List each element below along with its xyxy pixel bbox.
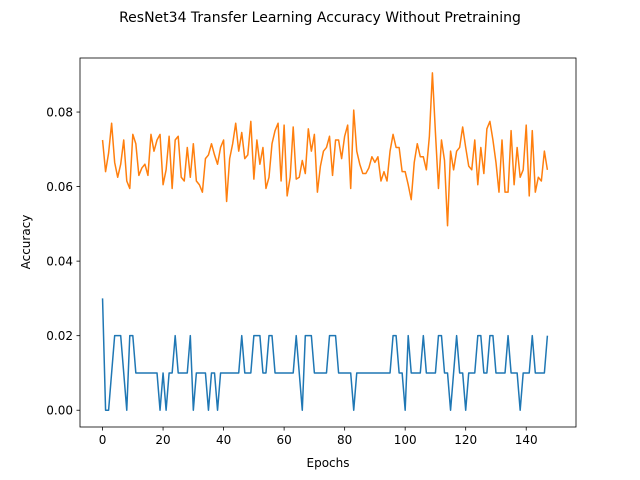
x-tick-label: 100 (394, 433, 417, 447)
y-tick-label: 0.02 (46, 329, 73, 343)
y-tick-label: 0.04 (46, 255, 73, 269)
plot-area: 0 20 40 60 80 100 120 140 0.00 0.02 0.04 0.06 0.08 (46, 57, 577, 447)
y-axis-label: Accuracy (19, 215, 33, 270)
x-tick-label: 20 (155, 433, 170, 447)
x-axis-label: Epochs (307, 456, 350, 470)
x-tick-label: 80 (337, 433, 352, 447)
y-tick-label: 0.06 (46, 180, 73, 194)
y-tick-label: 0.00 (46, 404, 73, 418)
series-line-2 (101, 72, 549, 227)
x-tick-label: 60 (276, 433, 291, 447)
chart-title: ResNet34 Transfer Learning Accuracy With… (119, 10, 521, 26)
x-tick-label: 120 (454, 433, 477, 447)
x-tick-label: 0 (99, 433, 107, 447)
x-tick-label: 40 (216, 433, 231, 447)
y-tick-label: 0.08 (46, 106, 73, 120)
series-line-1 (101, 298, 549, 411)
x-tick-label: 140 (515, 433, 538, 447)
axes-frame (79, 57, 577, 428)
